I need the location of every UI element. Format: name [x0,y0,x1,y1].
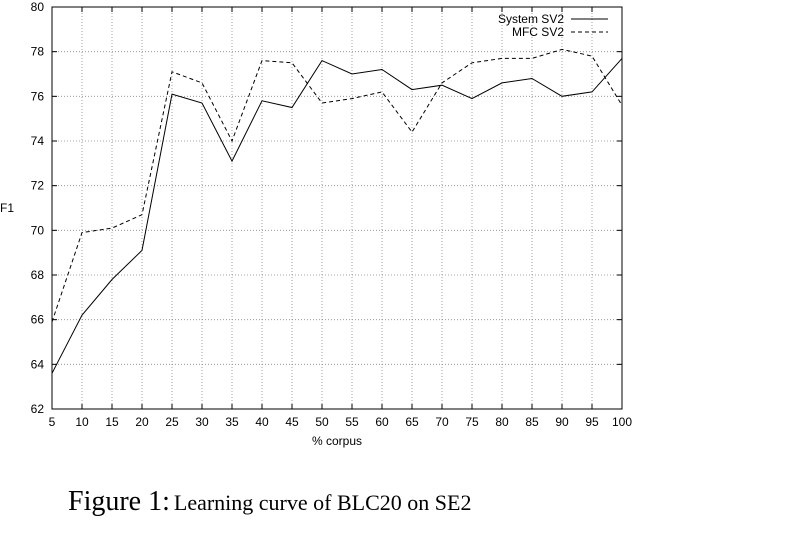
x-tick-label-25: 25 [165,415,179,429]
x-tick-label-70: 70 [435,415,449,429]
x-tick-label-100: 100 [612,415,632,429]
x-tick-label-60: 60 [375,415,389,429]
x-tick-label-30: 30 [195,415,209,429]
x-tick-label-20: 20 [135,415,149,429]
x-tick-label-85: 85 [525,415,539,429]
y-tick-label-64: 64 [31,357,45,371]
x-tick-label-50: 50 [315,415,329,429]
y-tick-label-78: 78 [31,45,45,59]
x-tick-label-45: 45 [285,415,299,429]
x-tick-label-80: 80 [495,415,509,429]
series-lines [51,48,623,374]
legend-label-mfc-sv2: MFC SV2 [512,25,564,39]
grid-lines [52,7,622,409]
y-tick-label-66: 66 [31,313,45,327]
y-tick-label-72: 72 [31,179,45,193]
x-tick-label-90: 90 [555,415,569,429]
plot-area-frame [51,6,623,410]
x-tick-label-40: 40 [255,415,269,429]
figure-caption-text: Learning curve of BLC20 on SE2 [173,490,472,515]
y-tick-label-76: 76 [31,89,45,103]
axis-ticks [51,6,623,410]
y-tick-label-80: 80 [31,0,45,14]
x-tick-label-65: 65 [405,415,419,429]
x-tick-label-10: 10 [75,415,89,429]
series-line-system-sv2 [51,58,623,374]
x-tick-label-95: 95 [585,415,599,429]
x-tick-label-5: 5 [49,415,56,429]
y-tick-label-62: 62 [31,402,45,416]
figure-caption: Figure 1: Learning curve of BLC20 on SE2 [68,486,471,518]
legend-label-system-sv2: System SV2 [498,12,564,26]
x-tick-labels: 5 10 15 20 25 30 35 40 45 50 55 60 65 70 75 80 85 90 95 100 [49,415,633,429]
y-tick-label-70: 70 [31,223,45,237]
x-axis-label: % corpus [312,434,362,448]
figure-caption-label: Figure 1: [68,486,170,517]
y-axis-label: F1 [0,201,14,215]
x-tick-label-15: 15 [105,415,119,429]
y-tick-label-74: 74 [31,134,45,148]
series-line-mfc-sv2 [51,48,623,323]
y-tick-labels: 62 64 66 68 70 72 74 76 78 80 [31,0,45,416]
x-tick-label-35: 35 [225,415,239,429]
x-tick-label-55: 55 [345,415,359,429]
x-tick-label-75: 75 [465,415,479,429]
legend: System SV2 MFC SV2 [498,12,608,39]
y-tick-label-68: 68 [31,268,45,282]
